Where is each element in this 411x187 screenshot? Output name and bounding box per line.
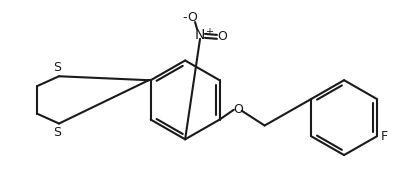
Text: O: O (217, 30, 227, 43)
Text: N: N (195, 28, 205, 42)
Text: F: F (381, 130, 388, 143)
Text: +: + (205, 27, 213, 37)
Text: S: S (53, 61, 61, 74)
Text: S: S (53, 125, 61, 139)
Text: O: O (187, 11, 197, 24)
Text: -: - (182, 11, 187, 24)
Text: O: O (233, 103, 243, 116)
